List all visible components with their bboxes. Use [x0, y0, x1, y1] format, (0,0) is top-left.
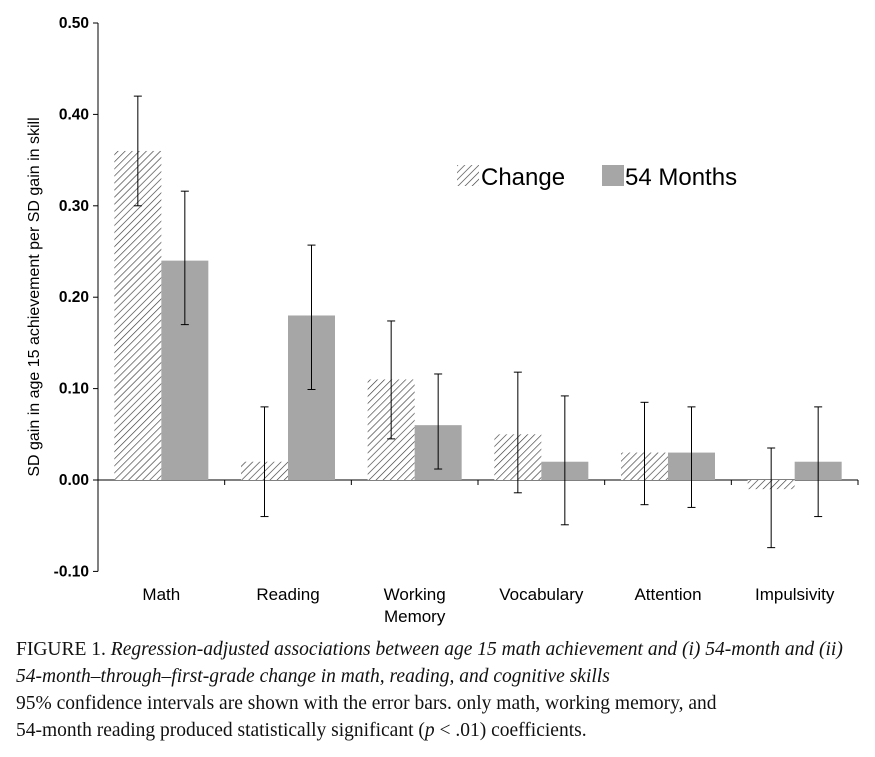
caption-note-text-end: < .01) coefficients. [434, 720, 587, 741]
x-category-label: Attention [634, 585, 701, 604]
y-tick-label: 0.30 [59, 198, 89, 215]
y-tick-label: 0.00 [59, 472, 89, 489]
legend-label-54-months: 54 Months [625, 164, 737, 191]
y-axis-label: SD gain in age 15 achievement per SD gai… [26, 117, 43, 476]
p-symbol: p [424, 720, 435, 741]
y-tick-label: 0.10 [59, 381, 89, 398]
y-tick-label: 0.20 [59, 289, 89, 306]
x-category-label: Reading [256, 585, 319, 604]
x-category-label: Memory [384, 607, 446, 626]
x-category-label: Vocabulary [499, 585, 584, 604]
caption-note-line-1: 95% confidence intervals are shown with … [16, 693, 717, 714]
chart-axes [93, 22, 859, 572]
legend-label-change: Change [481, 164, 565, 191]
chart-legend: Change 54 Months [457, 164, 737, 191]
legend-swatch-54-months [602, 165, 624, 186]
caption-note-line-2: 54-month reading produced statistically … [16, 717, 866, 744]
bar-chart: 0.50 0.40 0.30 0.20 0.10 0.00 -0.10 Math Reading… [26, 15, 859, 626]
x-category-label: Impulsivity [755, 585, 835, 604]
x-category-label: Math [142, 585, 180, 604]
chart-labels: 0.50 0.40 0.30 0.20 0.10 0.00 -0.10 Math Reading… [54, 15, 835, 626]
figure-title: Regression-adjusted associations between… [16, 639, 843, 687]
caption-title-block: FIGURE 1. Regression-adjusted associatio… [16, 636, 866, 690]
chart-error-bars [133, 95, 823, 549]
legend-swatch-change [457, 165, 479, 186]
y-tick-label: 0.40 [59, 106, 89, 123]
caption-note-text: 54-month reading produced statistically … [16, 720, 425, 741]
x-category-label: Working [384, 585, 446, 604]
figure-label: FIGURE 1. [16, 639, 111, 660]
figure-caption: FIGURE 1. Regression-adjusted associatio… [16, 636, 866, 744]
y-tick-label: 0.50 [59, 15, 89, 32]
chart-bars [114, 150, 842, 490]
y-tick-label: -0.10 [54, 563, 89, 580]
